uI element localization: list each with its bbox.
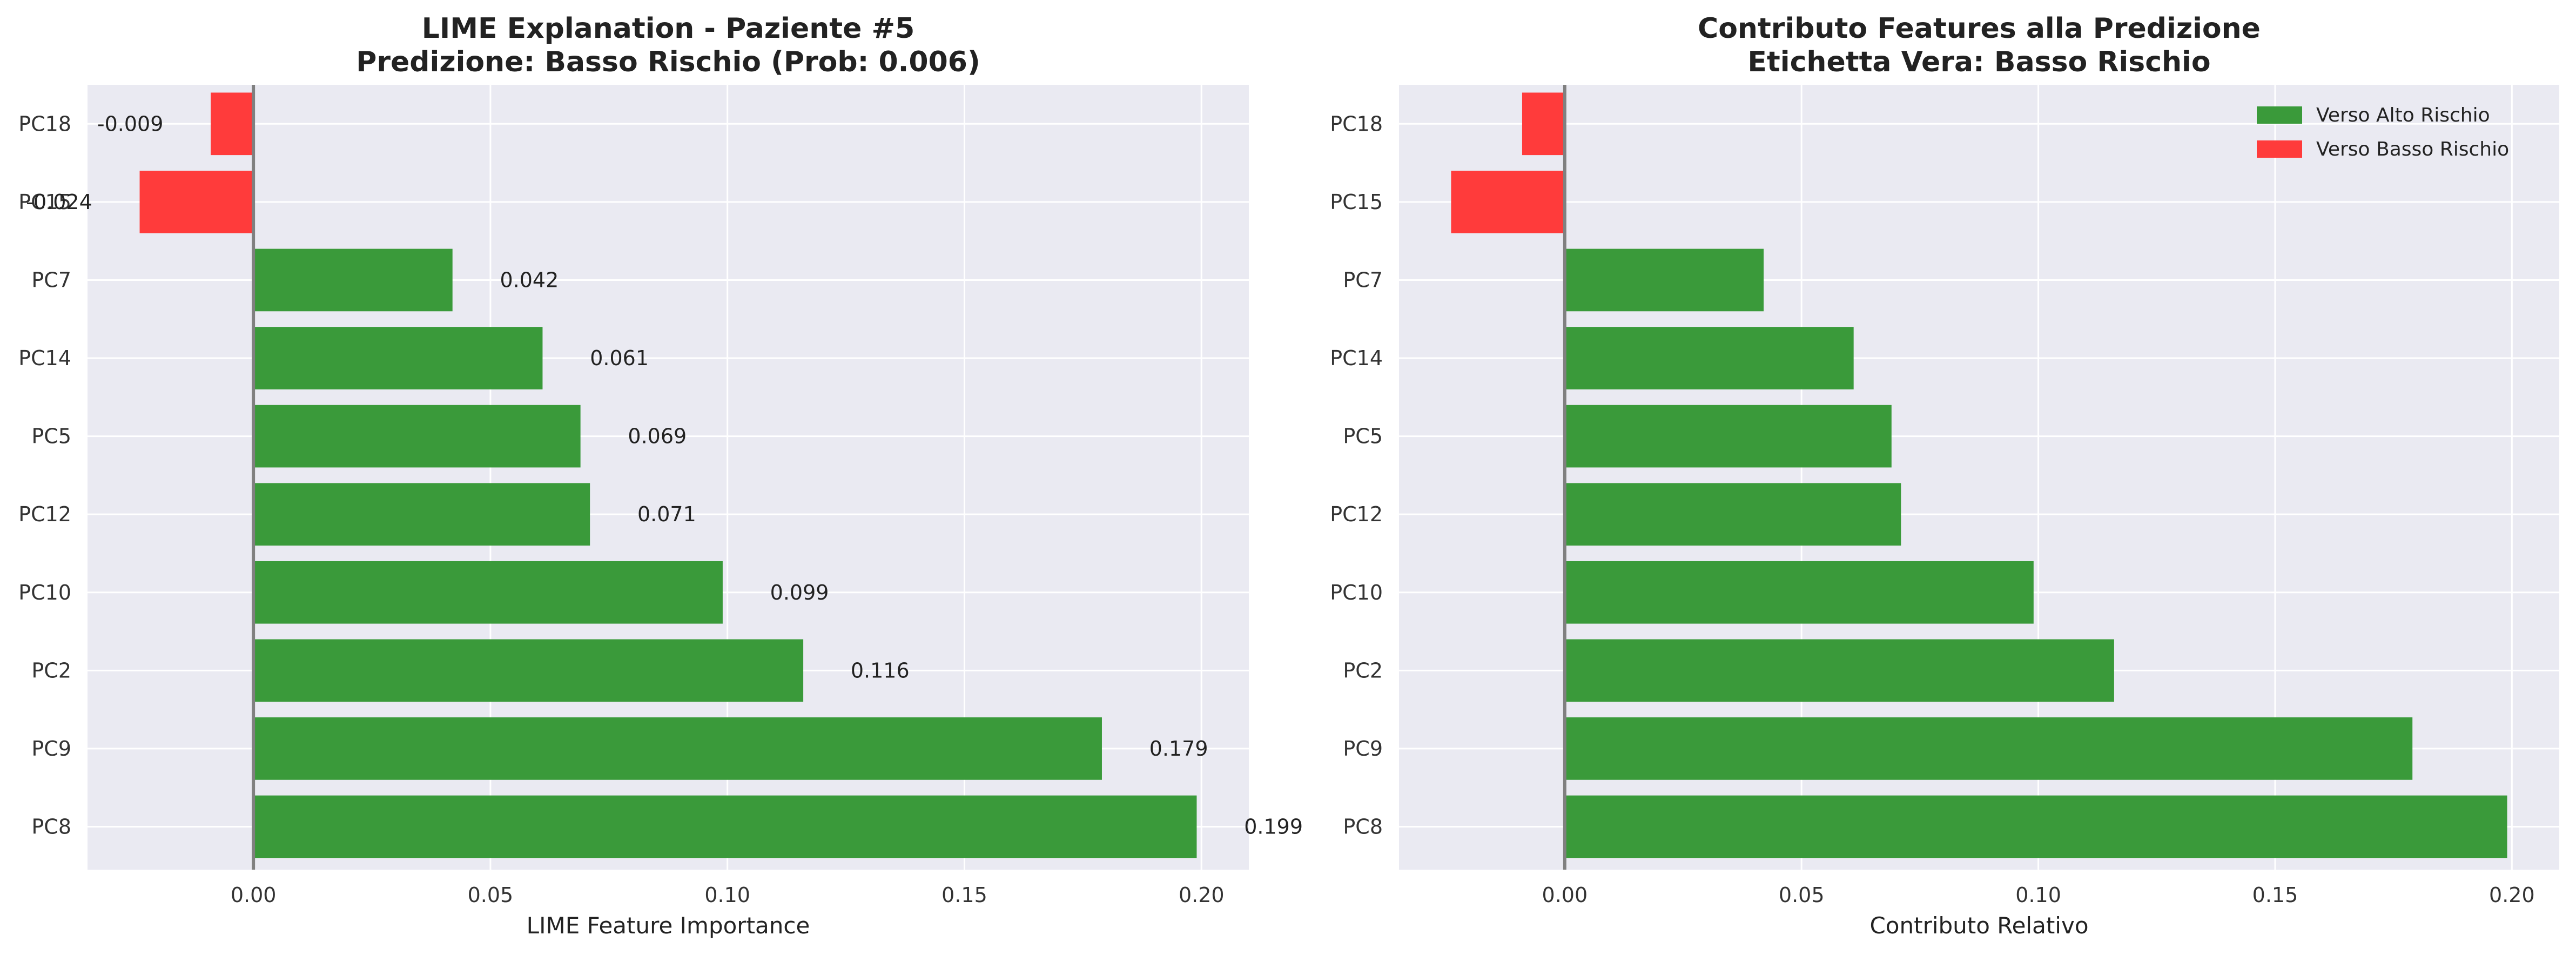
x-axis-label: Contributo Relativo	[1869, 912, 2088, 939]
bar-pc7	[1564, 248, 1764, 312]
y-tick-label: PC9	[1343, 737, 1383, 761]
bar-pc8	[1564, 795, 2507, 858]
y-tick-label: PC14	[1330, 346, 1383, 370]
bar-pc18	[211, 92, 254, 156]
bar-pc10	[253, 561, 723, 624]
bar-pc12	[253, 483, 590, 546]
x-tick-label: 0.05	[1779, 883, 1825, 907]
value-label: 0.042	[500, 268, 559, 292]
bar-pc8	[253, 795, 1197, 858]
bar-pc9	[253, 717, 1102, 780]
value-label: -0.024	[26, 190, 92, 214]
legend-swatch	[2257, 140, 2302, 158]
bar-pc2	[1564, 639, 2114, 702]
y-tick-label: PC5	[31, 425, 71, 448]
chart-title-line-2: Predizione: Basso Rischio (Prob: 0.006)	[356, 46, 980, 78]
bar-pc10	[1564, 561, 2034, 624]
chart-panel-1: PC18 PC15 PC7 PC14 PC5 PC12 PC10 PC2 PC9 PC8 0.00 0…	[18, 12, 1303, 939]
value-label: 0.199	[1244, 815, 1303, 838]
y-tick-label: PC7	[31, 268, 71, 292]
x-tick-label: 0.15	[2252, 883, 2298, 907]
bar-pc12	[1564, 483, 1901, 546]
legend: Verso Alto Rischio Verso Basso Rischio	[2257, 104, 2509, 160]
legend-label: Verso Alto Rischio	[2316, 104, 2490, 126]
y-tick-label: PC15	[18, 190, 71, 214]
y-tick-label: PC7	[1343, 268, 1383, 292]
value-label: -0.009	[97, 112, 164, 136]
chart-title-line-2: Etichetta Vera: Basso Rischio	[1747, 46, 2210, 78]
x-tick-label: 0.20	[2489, 883, 2535, 907]
bar-pc2	[253, 639, 804, 702]
y-tick-label: PC12	[1330, 502, 1383, 526]
y-tick-label: PC14	[18, 346, 71, 370]
value-label: 0.099	[770, 581, 829, 604]
bar-pc5	[1564, 405, 1892, 468]
bar-pc14	[1564, 327, 1854, 389]
bar-pc9	[1564, 717, 2413, 780]
x-tick-label: 0.20	[1179, 883, 1225, 907]
chart-title-line-1: LIME Explanation - Paziente #5	[422, 12, 915, 45]
y-tick-label: PC2	[1343, 658, 1383, 682]
y-tick-label: PC15	[1330, 190, 1383, 214]
y-tick-label: PC2	[31, 658, 71, 682]
y-tick-label: PC10	[1330, 581, 1383, 604]
y-tick-label: PC18	[18, 112, 71, 136]
y-tick-label: PC9	[31, 737, 71, 761]
chart-panel-2: PC18 PC15 PC7 PC14 PC5 PC12 PC10 PC2 PC9 PC8 0.00 0…	[1330, 12, 2559, 939]
x-tick-label: 0.00	[231, 883, 277, 907]
y-tick-label: PC5	[1343, 425, 1383, 448]
chart-title-line-1: Contributo Features alla Predizione	[1698, 12, 2261, 45]
legend-swatch	[2257, 106, 2302, 124]
x-tick-label: 0.15	[941, 883, 987, 907]
bar-pc14	[253, 327, 543, 389]
x-tick-label: 0.00	[1542, 883, 1588, 907]
y-tick-label: PC18	[1330, 112, 1383, 136]
legend-label: Verso Basso Rischio	[2316, 138, 2509, 160]
value-label: 0.179	[1149, 737, 1208, 761]
bar-pc15	[139, 171, 254, 233]
value-label: 0.071	[637, 502, 696, 526]
x-tick-label: 0.05	[468, 883, 514, 907]
y-tick-label: PC10	[18, 581, 71, 604]
bar-pc5	[253, 405, 581, 468]
x-axis-label: LIME Feature Importance	[527, 912, 810, 939]
y-tick-label: PC8	[31, 815, 71, 838]
bar-pc7	[253, 248, 453, 312]
value-label: 0.116	[851, 658, 910, 682]
value-label: 0.061	[590, 346, 649, 370]
y-tick-label: PC8	[1343, 815, 1383, 838]
bar-pc15	[1451, 171, 1565, 233]
bar-pc18	[1522, 92, 1565, 156]
value-label: 0.069	[628, 425, 687, 448]
x-tick-label: 0.10	[704, 883, 750, 907]
y-tick-label: PC12	[18, 502, 71, 526]
x-tick-label: 0.10	[2015, 883, 2061, 907]
